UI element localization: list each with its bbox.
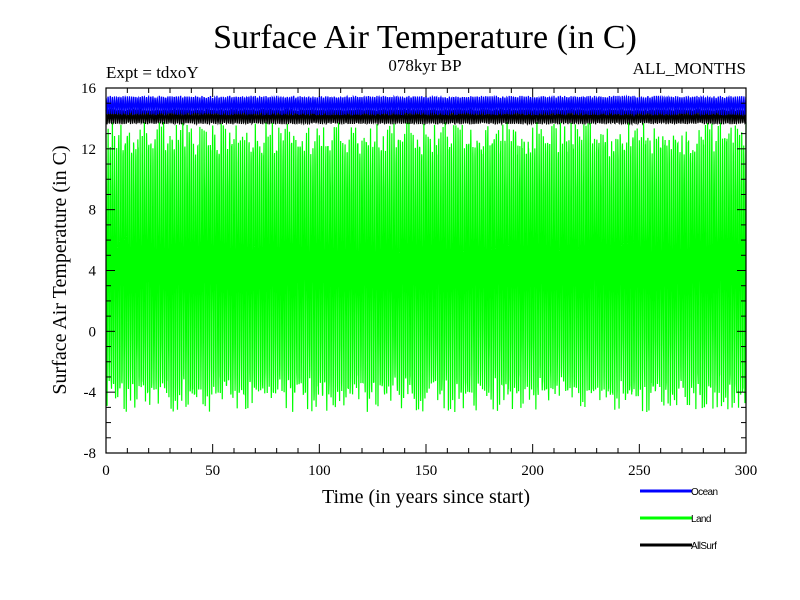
- x-tick-label: 200: [521, 463, 544, 479]
- x-axis: 0 50 100 150 200 250 300: [102, 88, 757, 479]
- y-tick-label: 4: [89, 264, 97, 280]
- legend-label-ocean: Ocean: [691, 487, 718, 498]
- x-tick-label: 250: [628, 463, 651, 479]
- x-tick-label: 50: [205, 463, 220, 479]
- y-tick-label: 0: [89, 324, 97, 340]
- x-tick-label: 100: [308, 463, 331, 479]
- series-line-allsurf: [105, 107, 747, 127]
- legend-label-allsurf: AllSurf: [691, 541, 717, 552]
- legend-label-land: Land: [691, 514, 711, 525]
- x-axis-label: Time (in years since start): [322, 486, 530, 508]
- x-tick-label: 150: [415, 463, 438, 479]
- legend: Ocean Land AllSurf: [640, 487, 718, 552]
- y-tick-label: -4: [84, 385, 97, 401]
- months-label: ALL_MONTHS: [633, 59, 746, 78]
- chart-title: Surface Air Temperature (in C): [213, 19, 637, 56]
- y-tick-label: 8: [89, 203, 97, 219]
- x-tick-label: 300: [735, 463, 758, 479]
- y-tick-label: -8: [84, 446, 97, 462]
- plot-series: [105, 94, 747, 412]
- series-line-land: [105, 121, 747, 412]
- experiment-label: Expt = tdxoY: [106, 63, 199, 82]
- y-axis: -8 -4 0 4 8 12 16: [81, 81, 746, 462]
- y-axis-label: Surface Air Temperature (in C): [49, 145, 71, 394]
- y-tick-label: 16: [81, 81, 97, 97]
- x-tick-label: 0: [102, 463, 110, 479]
- period-label: 078kyr BP: [388, 56, 461, 75]
- y-tick-label: 12: [81, 142, 96, 158]
